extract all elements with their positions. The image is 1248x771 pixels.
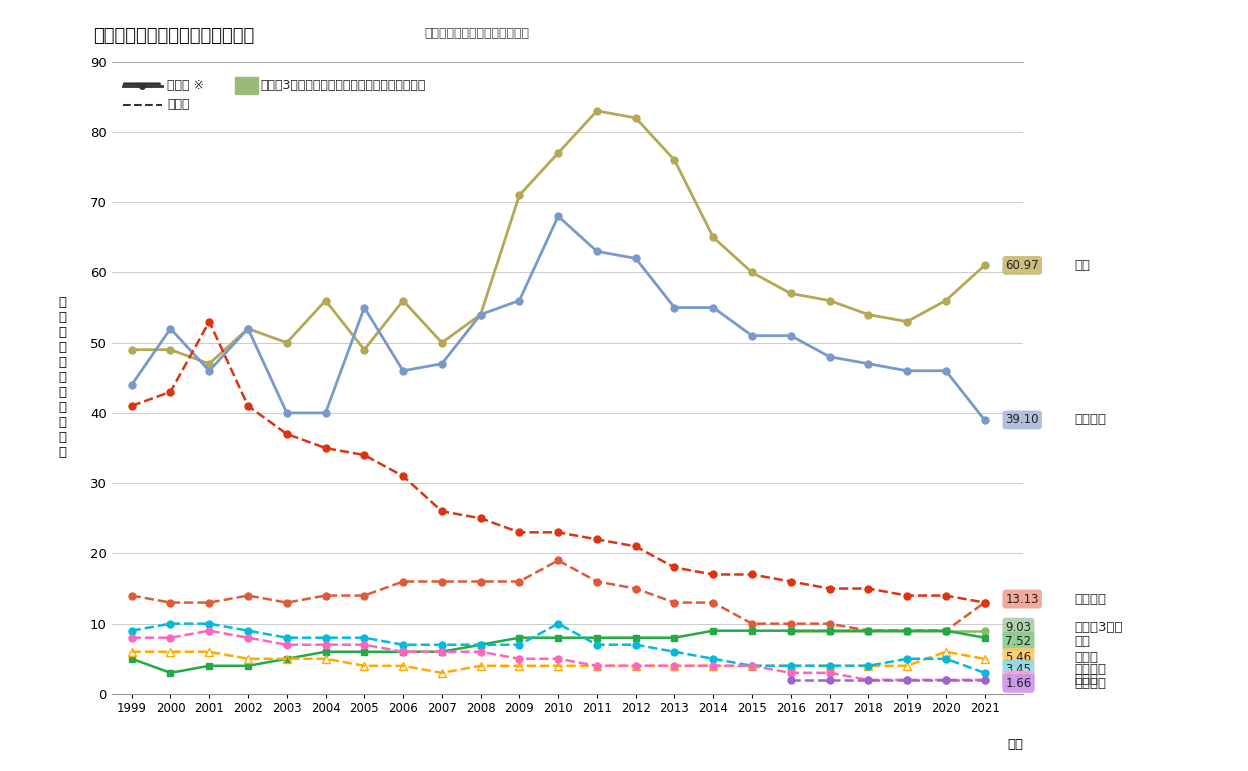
Text: 13.13: 13.13 xyxy=(1006,593,1038,605)
Text: カモ類: カモ類 xyxy=(1075,651,1099,664)
Text: 農
作
物
被
害
金
額
（
億
円
）: 農 作 物 被 害 金 額 （ 億 円 ） xyxy=(59,296,66,460)
Text: 3.45: 3.45 xyxy=(1006,663,1031,676)
Text: 7.52: 7.52 xyxy=(1006,635,1032,648)
Text: ヒヨドリ: ヒヨドリ xyxy=(1075,663,1107,676)
Text: スズメ: スズメ xyxy=(1075,673,1099,686)
Text: 農林水産省の調査結果より作成: 農林水産省の調査結果より作成 xyxy=(424,27,529,40)
Text: 中型獣3種類: 中型獣3種類 xyxy=(1075,621,1123,634)
Text: 中型獣3種類はタヌキ、ハクビシン、アライグマ: 中型獣3種類はタヌキ、ハクビシン、アライグマ xyxy=(261,79,427,93)
Text: 獣類。 ※: 獣類。 ※ xyxy=(167,79,203,93)
Text: 1.66: 1.66 xyxy=(1006,677,1032,690)
Text: 39.10: 39.10 xyxy=(1006,413,1038,426)
Text: 年度: 年度 xyxy=(1007,738,1023,751)
Text: 60.97: 60.97 xyxy=(1006,259,1040,272)
Text: 1.90: 1.90 xyxy=(1006,673,1032,686)
Text: 鳥獣種による農作物被害額の推移: 鳥獣種による農作物被害額の推移 xyxy=(94,27,255,45)
Text: サル: サル xyxy=(1075,635,1091,648)
Text: 5.46: 5.46 xyxy=(1006,651,1032,664)
Text: カラス類: カラス類 xyxy=(1075,593,1107,605)
Text: 9.03: 9.03 xyxy=(1006,621,1031,634)
Text: 鳥類。: 鳥類。 xyxy=(167,98,190,111)
Text: シカ: シカ xyxy=(1075,259,1091,272)
Bar xyxy=(236,78,258,94)
Text: ムクドリ: ムクドリ xyxy=(1075,677,1107,690)
Text: イノシシ: イノシシ xyxy=(1075,413,1107,426)
